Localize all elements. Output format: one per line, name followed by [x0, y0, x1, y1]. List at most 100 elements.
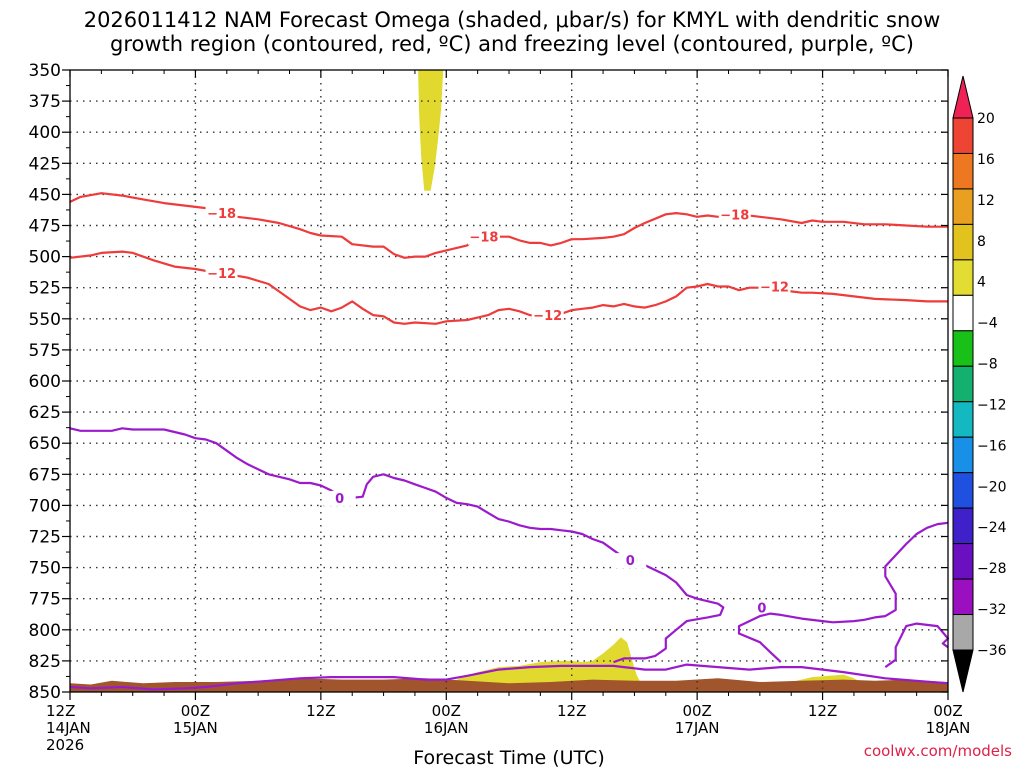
colorbar-box-5 — [952, 294, 974, 332]
colorbar-box-12 — [952, 543, 974, 580]
colorbar-box-8 — [952, 401, 974, 438]
chart-title-line1: 2026011412 NAM Forecast Omega (shaded, μ… — [83, 8, 941, 32]
contour-label-bg-0-2 — [718, 207, 751, 223]
x-tick-label-36-0: 00Z — [432, 702, 461, 720]
colorbar-label-7: −12 — [977, 397, 1007, 413]
colorbar-box-14 — [952, 614, 974, 651]
x-tick-label-48-0: 12Z — [557, 702, 586, 720]
colorbar-label-10: −24 — [977, 520, 1007, 536]
y-tick-label-525: 525 — [29, 279, 61, 299]
contour-label-2-0: 0 — [335, 492, 344, 507]
x-tick-label-0-1: 14JAN — [46, 719, 91, 737]
chart-title-line2: growth region (contoured, red, ºC) and f… — [110, 32, 914, 56]
y-tick-label-750: 750 — [29, 559, 61, 579]
colorbar-box-10 — [952, 472, 974, 509]
colorbar-box-1 — [952, 152, 974, 190]
shaded-region-0 — [418, 70, 444, 191]
colorbar-label-9: −20 — [977, 479, 1007, 495]
y-tick-label-675: 675 — [29, 465, 61, 485]
y-tick-label-700: 700 — [29, 496, 61, 516]
colorbar-label-4: 4 — [977, 275, 986, 291]
colorbar-box-6 — [952, 330, 974, 367]
y-tick-label-825: 825 — [29, 652, 61, 672]
x-tick-label-36-1: 16JAN — [424, 719, 469, 737]
y-tick-label-375: 375 — [29, 92, 61, 112]
y-tick-label-600: 600 — [29, 372, 61, 392]
colorbar-label-11: −28 — [977, 561, 1007, 577]
y-tick-label-550: 550 — [29, 310, 61, 330]
colorbar-label-0: 20 — [977, 111, 995, 127]
y-tick-label-425: 425 — [29, 154, 61, 174]
x-tick-label-60-1: 17JAN — [675, 719, 720, 737]
colorbar-box-7 — [952, 365, 974, 403]
colorbar-label-2: 12 — [977, 193, 995, 209]
contour-label-bg-1-1 — [531, 308, 564, 324]
x-tick-label-84-1: 18JAN — [926, 719, 971, 737]
contour-line-0 — [69, 192, 948, 259]
shaded-region-3 — [70, 678, 948, 692]
colorbar-box-2 — [952, 188, 974, 225]
contour-line-2 — [69, 427, 725, 664]
contour-line-4 — [884, 622, 950, 668]
colorbar-label-13: −36 — [977, 643, 1007, 659]
colorbar-top-arrow — [952, 75, 974, 119]
contour-line-3 — [737, 521, 949, 663]
x-tick-label-72-0: 12Z — [808, 702, 837, 720]
colorbar-label-3: 8 — [977, 234, 986, 250]
colorbar-label-6: −8 — [977, 357, 998, 373]
x-tick-label-60-0: 00Z — [682, 702, 711, 720]
y-tick-label-625: 625 — [29, 403, 61, 423]
x-tick-label-12-1: 15JAN — [173, 719, 218, 737]
colorbar-box-4 — [952, 259, 974, 296]
x-tick-label-0-0: 12Z — [46, 702, 75, 720]
contour-label-2-1: 0 — [626, 554, 635, 569]
colorbar-box-13 — [952, 578, 974, 616]
x-tick-label-12-0: 00Z — [181, 702, 210, 720]
colorbar-label-5: −4 — [977, 316, 998, 332]
y-tick-label-475: 475 — [29, 217, 61, 237]
plot-frame — [69, 69, 949, 693]
y-tick-label-775: 775 — [29, 590, 61, 610]
contour-label-bg-2-2 — [745, 600, 778, 616]
contour-label-bg-1-2 — [758, 279, 791, 295]
colorbar-box-3 — [952, 223, 974, 261]
colorbar-label-8: −16 — [977, 438, 1007, 454]
y-tick-label-400: 400 — [29, 123, 61, 143]
contour-label-bg-1-0 — [205, 265, 238, 281]
contour-label-0-1: −18 — [469, 231, 498, 246]
contour-label-bg-0-0 — [205, 206, 238, 222]
contour-label-0-2: −18 — [720, 208, 749, 223]
contour-label-1-1: −12 — [533, 309, 562, 324]
x-tick-label-84-0: 00Z — [933, 702, 962, 720]
chart-title: 2026011412 NAM Forecast Omega (shaded, μ… — [0, 8, 1024, 56]
colorbar-box-0 — [952, 117, 974, 154]
colorbar-box-11 — [952, 507, 974, 545]
y-tick-label-800: 800 — [29, 621, 61, 641]
y-tick-label-350: 350 — [29, 61, 61, 81]
contour-label-bg-2-0 — [323, 490, 356, 506]
contour-label-bg-0-1 — [467, 229, 500, 245]
y-tick-label-850: 850 — [29, 683, 61, 703]
y-tick-label-725: 725 — [29, 528, 61, 548]
contour-label-1-0: −12 — [207, 267, 236, 282]
x-tick-label-0-2: 2026 — [46, 736, 84, 754]
y-tick-label-650: 650 — [29, 434, 61, 454]
x-tick-label-24-0: 12Z — [306, 702, 335, 720]
y-tick-label-575: 575 — [29, 341, 61, 361]
contour-label-1-2: −12 — [760, 280, 789, 295]
shaded-region-1 — [456, 637, 643, 687]
colorbar-bottom-arrow — [952, 649, 974, 693]
contour-label-bg-2-1 — [614, 553, 647, 569]
y-tick-label-500: 500 — [29, 248, 61, 268]
credit-text: coolwx.com/models — [863, 742, 1012, 760]
y-tick-label-450: 450 — [29, 185, 61, 205]
contour-label-2-2: 0 — [757, 601, 766, 616]
colorbar-box-9 — [952, 436, 974, 474]
contour-line-5 — [69, 663, 949, 691]
colorbar-label-1: 16 — [977, 152, 995, 168]
x-axis-title: Forecast Time (UTC) — [413, 747, 604, 768]
colorbar-label-12: −32 — [977, 602, 1007, 618]
contour-label-0-0: −18 — [207, 207, 236, 222]
contour-line-1 — [69, 250, 948, 325]
